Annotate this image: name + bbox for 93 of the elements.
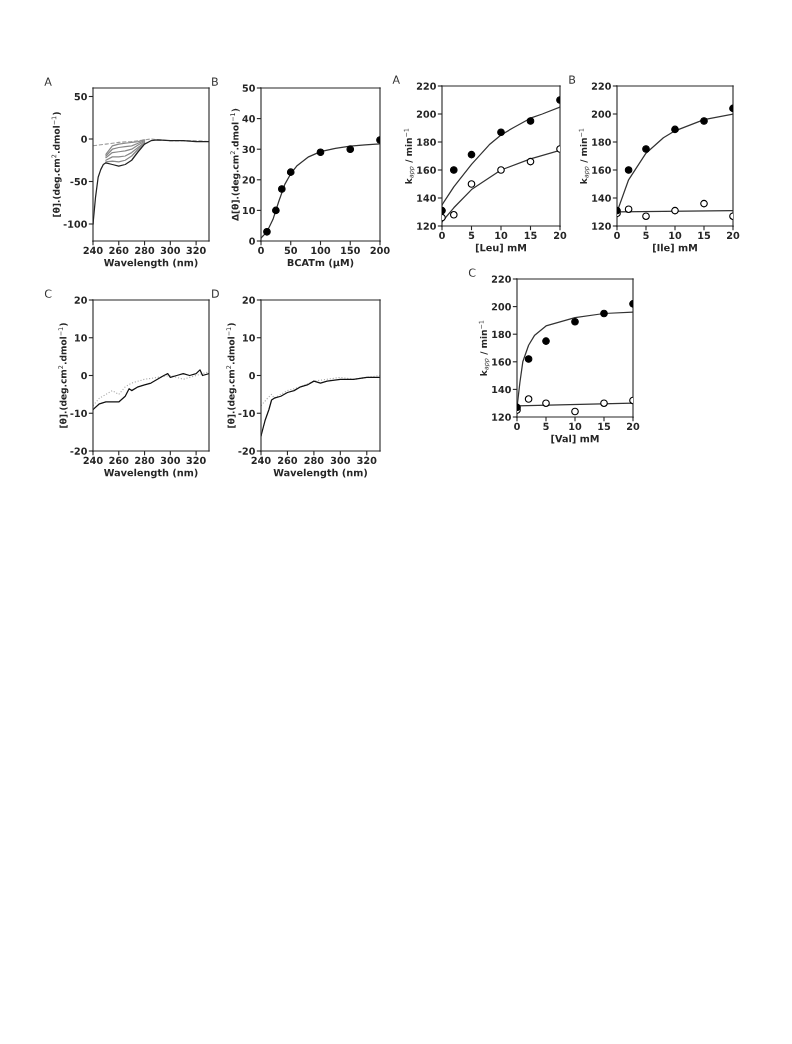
x-tick-label: 300	[160, 456, 181, 465]
y-tick-label: 0	[249, 371, 255, 380]
y-tick-label: 160	[592, 166, 611, 174]
x-tick-label: 10	[669, 231, 682, 240]
y-axis-title: Δ[θ].(deg.cm$^{2}$.dmol$^{−1}$)	[230, 108, 241, 221]
x-tick-label: 150	[341, 246, 360, 255]
y-tick-label: 120	[417, 222, 436, 230]
y-tick-label: 140	[417, 194, 436, 202]
x-tick-label: 320	[186, 246, 206, 255]
x-tick-label: 20	[554, 231, 567, 240]
y-tick-label: -20	[70, 447, 87, 455]
x-axis-title: [Val] mM	[551, 434, 599, 444]
x-axis-title: [Ile] mM	[653, 243, 697, 253]
x-tick-label: 50	[284, 246, 298, 255]
y-tick-label: 180	[592, 138, 611, 146]
x-tick-label: 15	[698, 231, 711, 240]
chart-title: B	[569, 75, 576, 84]
x-tick-label: 320	[357, 456, 377, 465]
chart-title: B	[212, 77, 218, 86]
y-tick-label: -10	[70, 409, 87, 418]
y-tick-label: 10	[75, 334, 87, 342]
y-tick-label: 200	[491, 303, 511, 311]
chart-title: C	[44, 289, 52, 298]
x-tick-label: 260	[109, 456, 129, 465]
x-tick-label: 300	[330, 456, 351, 465]
x-tick-label: 0	[439, 231, 445, 240]
x-tick-label: 0	[614, 231, 620, 240]
x-tick-label: 200	[370, 246, 390, 255]
x-tick-label: 0	[514, 422, 520, 431]
x-tick-label: 240	[251, 456, 271, 465]
x-axis-title: Wavelength (nm)	[273, 468, 367, 479]
x-tick-label: 0	[258, 246, 264, 255]
x-tick-label: 300	[160, 246, 181, 255]
y-tick-label: 120	[492, 413, 511, 421]
x-tick-label: 240	[83, 456, 103, 465]
y-tick-label: 220	[591, 82, 611, 90]
x-tick-label: 5	[543, 422, 549, 431]
y-tick-label: 120	[592, 222, 611, 230]
chart-title: A	[44, 77, 52, 86]
x-tick-label: 5	[643, 231, 649, 240]
x-tick-label: 5	[468, 231, 475, 240]
y-tick-label: 40	[242, 115, 255, 123]
y-axis-title: k$_{app}$ / min$^{−1}$	[478, 320, 490, 376]
y-tick-label: -50	[70, 177, 87, 186]
y-tick-label: 160	[417, 166, 436, 174]
y-axis-title: k$_{app}$ / min$^{−1}$	[403, 128, 415, 184]
x-axis-title: Wavelength (nm)	[104, 468, 198, 479]
chart-title: A	[392, 75, 400, 84]
x-tick-label: 100	[311, 246, 331, 255]
y-tick-label: -10	[238, 409, 255, 418]
y-tick-label: 0	[81, 371, 87, 380]
x-tick-label: 260	[109, 246, 129, 255]
x-tick-label: 280	[304, 456, 324, 465]
y-tick-label: 180	[417, 138, 436, 146]
y-axis-title: k$_{app}$ / min$^{−1}$	[578, 128, 590, 184]
x-tick-label: 260	[278, 456, 298, 465]
y-tick-label: 20	[74, 296, 87, 304]
y-tick-label: 220	[491, 275, 511, 283]
x-axis-title: Wavelength (nm)	[104, 258, 198, 269]
chart-title: D	[212, 289, 219, 298]
x-axis-title: [Leu] mM	[475, 243, 526, 253]
y-tick-label: 180	[492, 330, 511, 339]
chart-title: C	[468, 268, 476, 277]
y-axis-title: [θ].(deg.cm$^{2}$.dmol$^{−1}$)	[58, 323, 69, 428]
y-tick-label: 10	[243, 334, 255, 342]
y-tick-label: 20	[242, 296, 255, 304]
y-tick-label: 0	[249, 237, 255, 245]
y-tick-label: 50	[242, 84, 255, 92]
y-tick-label: 30	[242, 145, 255, 154]
y-tick-label: 200	[416, 110, 436, 118]
y-tick-label: 140	[592, 194, 611, 202]
y-axis-title: [θ].(deg.cm$^{2}$.dmol$^{−1}$)	[226, 323, 237, 428]
y-axis-title: [θ].(deg.cm$^{2}$.dmol$^{−1}$)	[51, 112, 62, 217]
y-tick-label: -20	[238, 447, 255, 455]
x-tick-label: 20	[627, 422, 640, 431]
x-tick-label: 20	[727, 231, 740, 240]
x-tick-label: 280	[135, 456, 155, 465]
x-tick-label: 10	[569, 422, 582, 431]
y-tick-label: -100	[63, 220, 87, 228]
y-tick-label: 200	[591, 110, 611, 118]
y-tick-label: 50	[74, 92, 87, 101]
x-tick-label: 15	[598, 422, 611, 431]
x-tick-label: 320	[186, 456, 206, 465]
x-tick-label: 15	[524, 231, 537, 240]
y-tick-label: 220	[416, 82, 436, 90]
x-tick-label: 240	[83, 246, 103, 255]
y-tick-label: 0	[81, 135, 87, 143]
x-tick-label: 280	[135, 246, 155, 255]
x-axis-title: BCATm (μM)	[287, 258, 354, 269]
y-tick-label: 10	[243, 206, 255, 215]
y-tick-label: 140	[492, 385, 511, 394]
y-tick-label: 160	[492, 358, 511, 366]
y-tick-label: 20	[242, 176, 255, 184]
